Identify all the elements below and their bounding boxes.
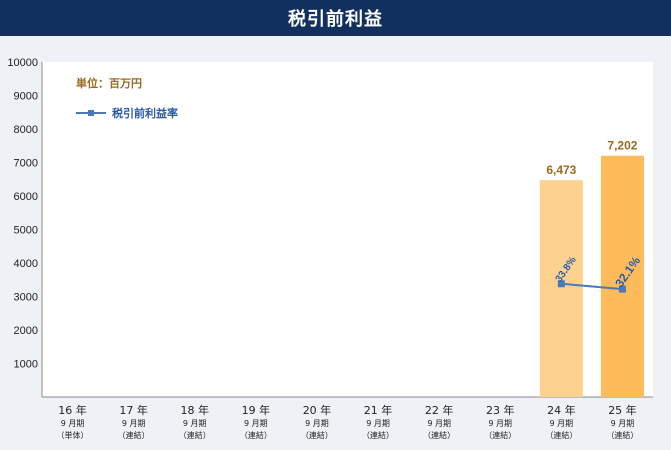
ratio-line <box>561 282 623 291</box>
ratio-marker <box>557 280 565 288</box>
x-tick-period: 9 月期 <box>488 419 512 428</box>
bar-value-labels: 6,473 7,202 <box>546 139 637 177</box>
legend-label: 税引前利益率 <box>112 106 178 120</box>
bar <box>539 180 583 397</box>
y-tick-label: 3000 <box>14 292 38 304</box>
legend-square-marker <box>88 110 94 116</box>
bar-value-label: 7,202 <box>607 139 637 153</box>
chart-title-bar: 税引前利益 <box>0 0 671 36</box>
x-tick-year: 18 年 <box>181 403 210 417</box>
y-tick-label: 4000 <box>14 258 38 270</box>
x-tick-type: （連結） <box>301 430 333 440</box>
x-tick-period: 9 月期 <box>305 419 329 428</box>
y-tick-label: 7000 <box>14 158 38 170</box>
y-tick-label: 6000 <box>14 191 38 203</box>
x-tick-type: （単体） <box>57 430 89 440</box>
legend: 税引前利益率 <box>76 106 178 120</box>
x-tick-year: 24 年 <box>547 403 576 417</box>
y-tick-labels: 10000 9000 8000 7000 6000 5000 4000 3000 2000 100… <box>7 57 38 371</box>
x-tick-type: （連結） <box>606 430 638 440</box>
x-tick-period: 9 月期 <box>244 419 268 428</box>
y-tick-label: 5000 <box>14 225 38 237</box>
x-tick-year: 17 年 <box>119 403 148 417</box>
ratio-marker <box>618 285 626 293</box>
x-tick-type: （連結） <box>240 430 272 440</box>
bar <box>600 155 644 397</box>
x-tick-year: 20 年 <box>303 403 332 417</box>
x-tick-type: （連結） <box>484 430 516 440</box>
y-tick-label: 10000 <box>7 57 38 69</box>
x-tick-type: （連結） <box>362 430 394 440</box>
bar-value-label: 6,473 <box>546 163 576 177</box>
x-tick-type: （連結） <box>423 430 455 440</box>
y-tick-label: 2000 <box>14 325 38 337</box>
x-tick-period: 9 月期 <box>183 419 207 428</box>
x-tick-year: 22 年 <box>425 403 454 417</box>
unit-label: 単位：百万円 <box>76 76 142 90</box>
bars <box>539 155 644 397</box>
x-tick-period: 9 月期 <box>427 419 451 428</box>
chart-title: 税引前利益 <box>288 9 383 30</box>
x-tick-period: 9 月期 <box>550 419 574 428</box>
x-tick-year: 21 年 <box>364 403 393 417</box>
x-tick-year: 25 年 <box>608 403 637 417</box>
x-tick-year: 23 年 <box>486 403 515 417</box>
x-tick-type: （連結） <box>179 430 211 440</box>
x-tick-period: 9 月期 <box>366 419 390 428</box>
x-tick-type: （連結） <box>545 430 577 440</box>
x-category-labels: 16 年 9 月期 （単体） 17 年 9 月期 （連結） 18 年 9 月期 （連結） 19 年… <box>57 403 639 440</box>
x-tick-period: 9 月期 <box>122 419 146 428</box>
x-tick-year: 16 年 <box>58 403 87 417</box>
y-tick-label: 8000 <box>14 124 38 136</box>
x-tick-type: （連結） <box>118 430 150 440</box>
y-tick-label: 1000 <box>14 359 38 371</box>
y-tick-label: 9000 <box>14 91 38 103</box>
x-tick-period: 9 月期 <box>611 419 635 428</box>
x-tick-year: 19 年 <box>242 403 271 417</box>
x-tick-period: 9 月期 <box>61 419 85 428</box>
